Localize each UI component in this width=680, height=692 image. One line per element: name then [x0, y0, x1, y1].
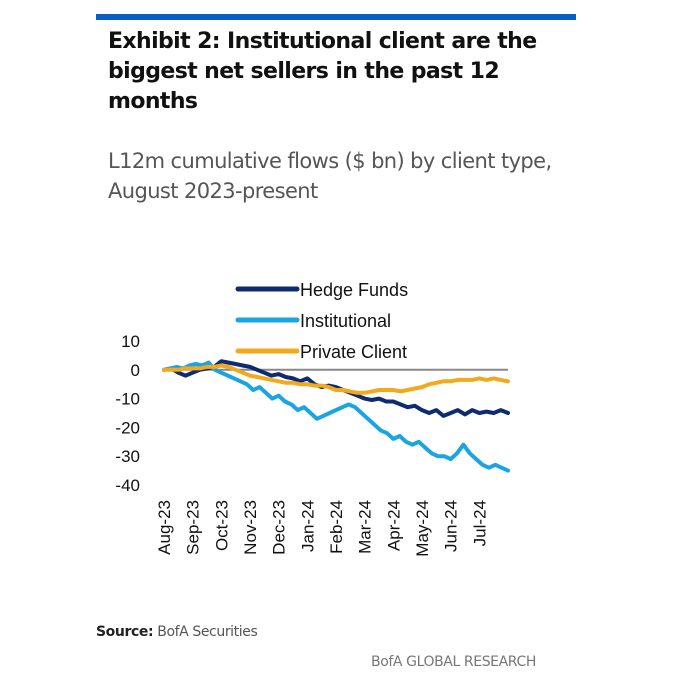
legend: Hedge Funds Institutional Private Client — [235, 280, 408, 362]
source-value: BofA Securities — [157, 624, 258, 640]
legend-label: Hedge Funds — [300, 280, 408, 300]
legend-label: Institutional — [300, 311, 391, 331]
x-tick-label: Dec-23 — [270, 500, 289, 555]
x-tick-label: Sep-23 — [184, 500, 203, 555]
x-tick-label: May-24 — [413, 500, 432, 557]
x-tick-label: Jul-24 — [470, 500, 489, 546]
series-line-institutional — [162, 360, 510, 473]
source-label: Source: — [96, 624, 154, 640]
y-tick-label: 0 — [131, 361, 140, 380]
x-tick-label: Jun-24 — [442, 500, 461, 552]
x-tick-label: Nov-23 — [241, 500, 260, 555]
y-tick-label: -10 — [115, 390, 140, 409]
y-axis: 10 0 -10 -20 -30 -40 — [115, 332, 140, 495]
x-axis: Aug-23 Sep-23 Oct-23 Nov-23 Dec-23 Jan-24 Feb-… — [155, 500, 489, 557]
x-tick-label: Mar-24 — [356, 500, 375, 554]
series-line-private-client — [162, 363, 510, 395]
series-group — [162, 359, 510, 473]
x-tick-label: Jan-24 — [298, 500, 317, 552]
y-tick-label: 10 — [121, 332, 140, 351]
exhibit-title: Exhibit 2: Institutional client are the … — [108, 29, 537, 114]
exhibit-subtitle: L12m cumulative flows ($ bn) by client t… — [108, 149, 552, 203]
x-tick-label: Aug-23 — [155, 500, 174, 555]
y-tick-label: -30 — [115, 447, 140, 466]
y-tick-label: -40 — [115, 476, 140, 495]
source-note: Source: BofA Securities — [96, 624, 258, 640]
legend-label: Private Client — [300, 342, 407, 362]
x-tick-label: Feb-24 — [327, 500, 346, 554]
series-line-hedge-funds — [162, 359, 510, 418]
x-tick-label: Apr-24 — [384, 500, 403, 551]
brand-footer: BofA GLOBAL RESEARCH — [371, 654, 536, 670]
y-tick-label: -20 — [115, 418, 140, 437]
x-tick-label: Oct-23 — [212, 500, 231, 551]
top-accent-bar — [96, 14, 576, 20]
